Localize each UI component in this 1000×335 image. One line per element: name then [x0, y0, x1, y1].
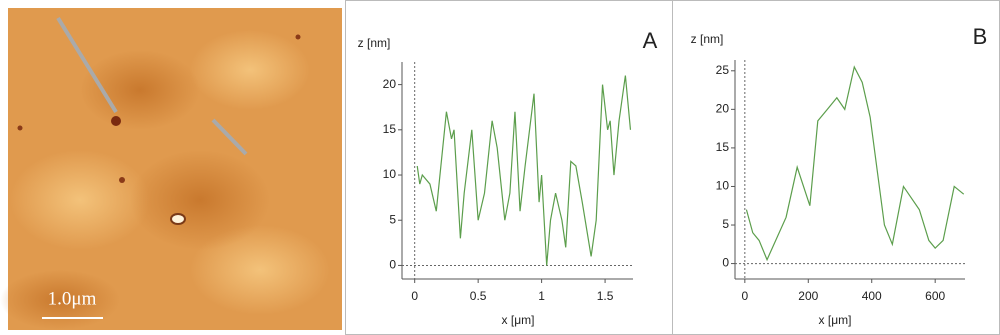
pit [17, 125, 23, 131]
dark-patch [0, 270, 120, 330]
y-tick-label: 15 [383, 122, 397, 136]
streak [56, 16, 118, 114]
x-tick-label: 1.5 [597, 289, 614, 303]
y-axis-label: z [nm] [358, 36, 391, 50]
pit [111, 116, 121, 126]
panel-label: A [643, 28, 658, 53]
y-tick-label: 25 [716, 63, 730, 77]
x-tick-label: 400 [862, 289, 882, 303]
pit [119, 177, 125, 183]
defect [170, 213, 186, 225]
y-tick-label: 5 [722, 217, 729, 231]
y-axis-label: z [nm] [691, 32, 724, 46]
y-tick-label: 10 [383, 167, 397, 181]
bright-patch [190, 30, 310, 110]
afm-image: 1.0μm [0, 8, 342, 330]
panel-label: B [973, 24, 988, 49]
data-line [745, 65, 965, 262]
x-tick-label: 0 [411, 289, 418, 303]
y-tick-label: 10 [716, 179, 730, 193]
y-tick-label: 15 [716, 140, 730, 154]
pit [295, 34, 301, 40]
panel-border [672, 0, 1000, 335]
bright-patch [10, 150, 150, 250]
dark-patch [80, 50, 200, 130]
data-line [416, 75, 632, 266]
x-tick-label: 200 [798, 289, 818, 303]
y-tick-label: 5 [389, 212, 396, 226]
bright-patch [190, 225, 330, 315]
y-tick-label: 20 [716, 102, 730, 116]
scale-label: 1.0μm [48, 288, 97, 309]
x-tick-label: 600 [925, 289, 945, 303]
y-tick-label: 0 [722, 256, 729, 270]
x-tick-label: 0 [741, 289, 748, 303]
x-axis-label: x [μm] [502, 313, 535, 327]
y-tick-label: 20 [383, 77, 397, 91]
dark-patch [130, 150, 270, 250]
x-tick-label: 1 [538, 289, 545, 303]
streak [211, 118, 248, 156]
x-axis-label: x [μm] [819, 313, 852, 327]
x-tick-label: 0.5 [470, 289, 487, 303]
y-tick-label: 0 [389, 258, 396, 272]
